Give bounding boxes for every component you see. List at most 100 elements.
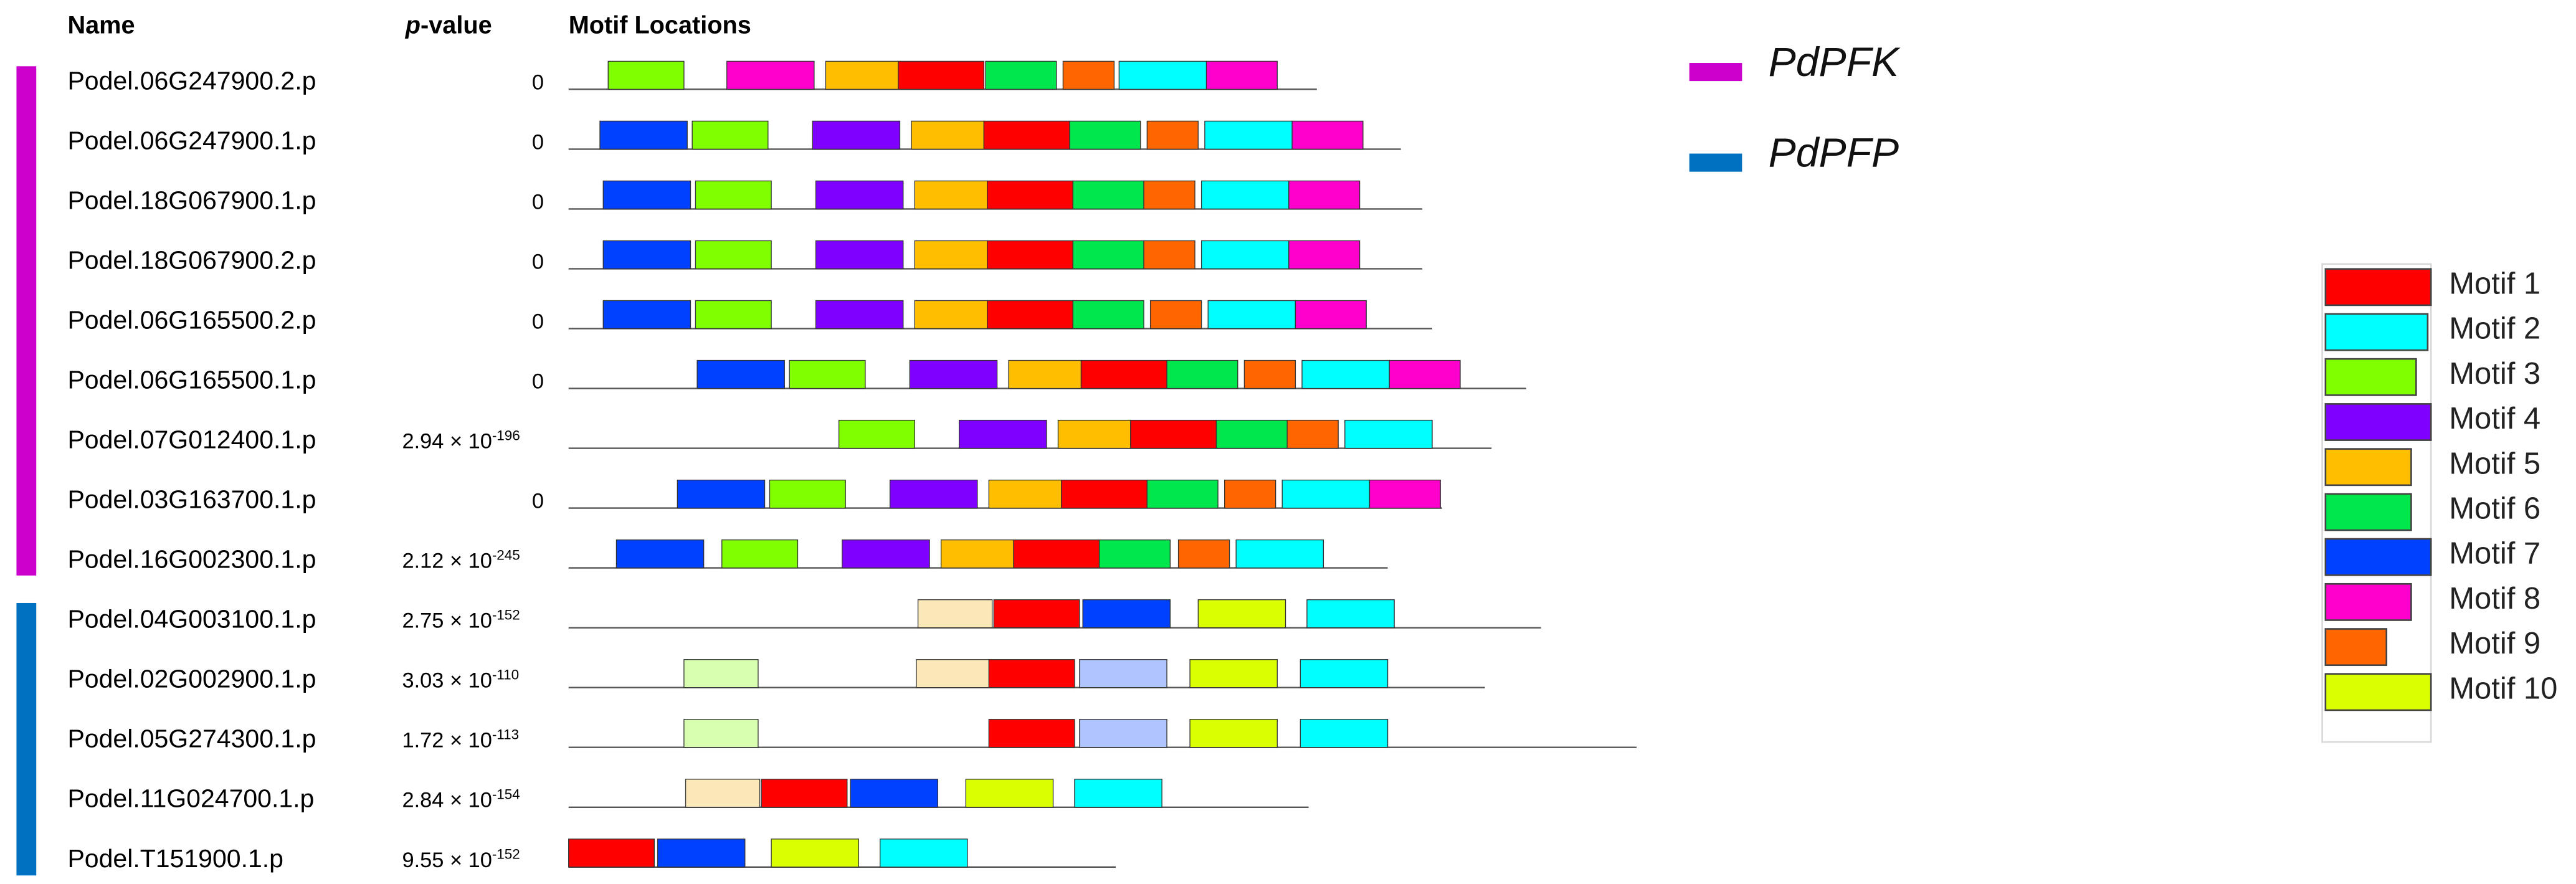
family-bar-pdpfp	[16, 602, 37, 876]
motif-legend-swatch	[2324, 493, 2412, 531]
p-value: 0	[532, 370, 544, 394]
p-value: 0	[532, 310, 544, 333]
table-row: Podel.T151900.1.p 9.55 × 10-152	[67, 839, 1116, 873]
motif-box-5	[1057, 419, 1131, 449]
table-row: Podel.06G165500.2.p 0	[67, 300, 1432, 334]
motif-legend-label: Motif 9	[2449, 627, 2540, 660]
protein-name: Podel.T151900.1.p	[67, 844, 283, 873]
protein-name: Podel.11G024700.1.p	[67, 784, 314, 813]
motif-box-4	[815, 240, 904, 270]
motif-legend-label: Motif 2	[2449, 312, 2540, 346]
table-row: Podel.18G067900.2.p 0	[67, 240, 1423, 274]
p-value: 2.12 × 10-245	[402, 547, 520, 573]
protein-name: Podel.06G247900.1.p	[67, 126, 316, 154]
table-row: Podel.06G247900.1.p 0	[67, 120, 1401, 154]
motif-box-1	[983, 120, 1070, 150]
motif-box-2	[880, 839, 968, 868]
p-value: 0	[532, 190, 544, 214]
family-legend-label: PdPFK	[1769, 39, 1901, 85]
motif-box-2	[1200, 180, 1290, 210]
motif-box-1	[568, 839, 655, 868]
protein-name: Podel.18G067900.2.p	[67, 245, 316, 274]
motif-box-7	[615, 539, 705, 569]
family-legend-swatch	[1689, 153, 1742, 172]
table-row: Podel.16G002300.1.p 2.12 × 10-245	[67, 539, 1388, 574]
motif-box-5	[911, 120, 985, 150]
motif-legend-label: Motif 1	[2449, 267, 2540, 300]
motif-legend-label: Motif 6	[2449, 492, 2540, 526]
motif-legend-label: Motif 4	[2449, 402, 2540, 435]
motif-box-7	[599, 120, 688, 150]
motif-box-2	[1300, 659, 1389, 688]
motif-box-5	[914, 180, 988, 210]
motif-legend-label: Motif 5	[2449, 447, 2540, 480]
motif-box-faded	[685, 779, 761, 808]
motif-box-7	[602, 240, 692, 270]
motif-legend-swatch	[2324, 448, 2412, 487]
protein-name: Podel.18G067900.1.p	[67, 186, 316, 214]
motif-box-7	[850, 779, 938, 808]
motif-legend-label: Motif 3	[2449, 357, 2540, 391]
p-value: 2.94 × 10-196	[402, 427, 520, 453]
motif-box-7	[602, 180, 692, 210]
motif-box-1	[988, 719, 1075, 748]
family-legend-swatch	[1689, 63, 1742, 82]
p-value: 0	[532, 130, 544, 154]
p-value: 2.84 × 10-154	[402, 787, 520, 812]
motif-box-6	[985, 60, 1057, 90]
motif-box-faded	[1079, 659, 1167, 688]
table-row: Podel.05G274300.1.p 1.72 × 10-113	[67, 719, 1637, 753]
p-value: 0	[532, 70, 544, 94]
motif-box-8	[1288, 240, 1361, 270]
motif-box-2	[1235, 539, 1324, 569]
motif-box-3	[695, 240, 772, 270]
motif-box-4	[815, 300, 904, 330]
motif-legend-swatch	[2324, 582, 2412, 621]
motif-box-4	[815, 180, 904, 210]
motif-box-2	[1207, 300, 1296, 330]
p-value: 1.72 × 10-113	[402, 726, 520, 752]
motif-box-9	[1286, 419, 1339, 449]
protein-name: Podel.16G002300.1.p	[67, 545, 316, 574]
motif-box-10	[965, 779, 1054, 808]
motif-box-6	[1072, 240, 1144, 270]
motif-box-3	[695, 300, 772, 330]
motif-box-8	[1205, 60, 1278, 90]
motif-box-2	[1301, 359, 1390, 389]
motif-legend-label: Motif 10	[2449, 672, 2557, 705]
motif-box-1	[1013, 539, 1100, 569]
motif-box-8	[1389, 359, 1461, 389]
motif-box-2	[1281, 479, 1371, 509]
motif-box-6	[1146, 479, 1219, 509]
motif-box-faded	[683, 659, 759, 688]
protein-name: Podel.06G165500.2.p	[67, 305, 316, 334]
p-value: 3.03 × 10-110	[402, 667, 520, 692]
p-value: 2.75 × 10-152	[402, 607, 520, 632]
motif-box-1	[993, 599, 1080, 629]
motif-legend-swatch	[2324, 628, 2388, 667]
protein-name: Podel.06G247900.2.p	[67, 66, 316, 95]
family-bar-pdpfk	[16, 66, 37, 576]
motif-box-faded	[916, 659, 991, 688]
motif-box-9	[1146, 120, 1199, 150]
table-row: Podel.03G163700.1.p 0	[67, 479, 1442, 514]
motif-box-6	[1072, 180, 1144, 210]
motif-box-1	[1061, 479, 1148, 509]
motif-box-7	[602, 300, 692, 330]
table-row: Podel.18G067900.1.p 0	[67, 180, 1423, 214]
motif-box-5	[914, 240, 988, 270]
motif-box-4	[959, 419, 1047, 449]
motif-box-9	[1224, 479, 1276, 509]
p-value: 0	[532, 250, 544, 273]
motif-box-faded	[683, 719, 759, 748]
motif-box-3	[692, 120, 769, 150]
motif-box-8	[1369, 479, 1441, 509]
motif-box-4	[889, 479, 978, 509]
motif-box-2	[1200, 240, 1290, 270]
motif-box-4	[909, 359, 998, 389]
header-pvalue-p: p	[405, 11, 421, 39]
motif-box-1	[987, 300, 1073, 330]
motif-box-9	[1177, 539, 1230, 569]
motif-box-10	[1189, 719, 1278, 748]
